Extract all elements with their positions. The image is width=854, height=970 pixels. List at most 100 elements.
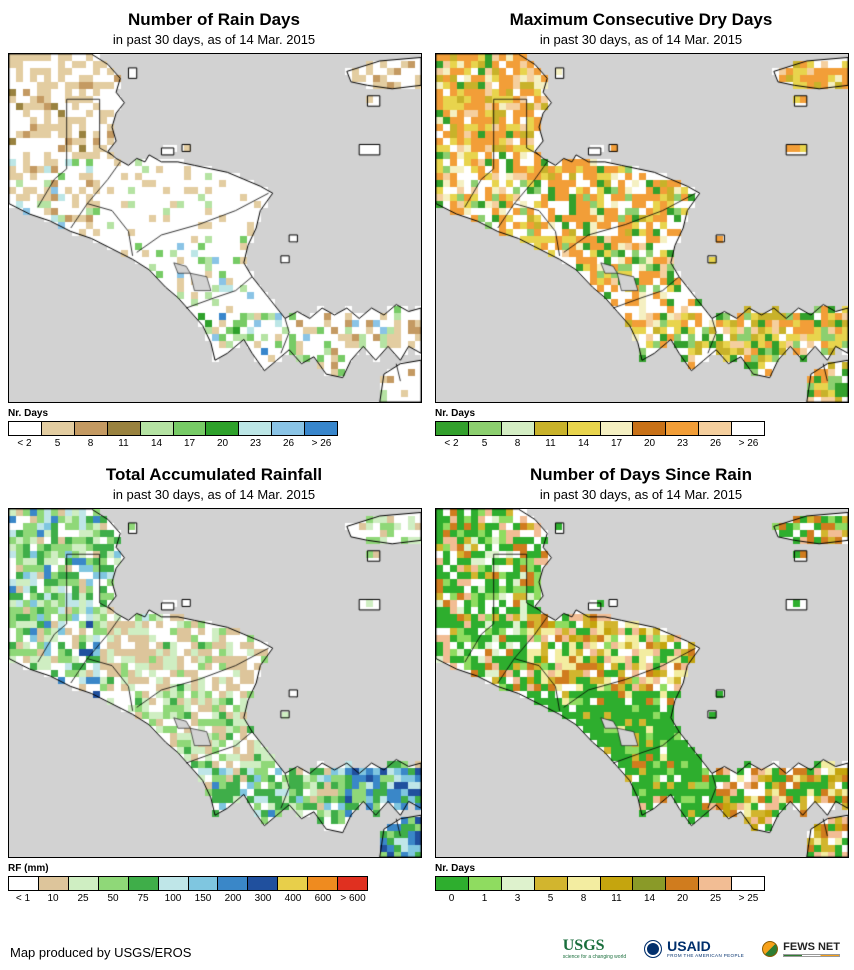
legend-label: 25 xyxy=(77,893,89,904)
legend-swatch-row xyxy=(435,876,765,891)
legend-label-row: 0 1 3 5 8 11 14 20 25 > 25 xyxy=(435,893,765,904)
legend-title: Nr. Days xyxy=(8,408,49,419)
legend-label: 17 xyxy=(610,438,623,449)
legend-label: 3 xyxy=(514,893,521,904)
legend-label: 20 xyxy=(676,893,689,904)
legend-label: 11 xyxy=(611,893,622,904)
legend-title: RF (mm) xyxy=(8,863,49,874)
panel-subtitle: in past 30 days, as of 14 Mar. 2015 xyxy=(539,32,743,47)
legend-swatch xyxy=(38,877,69,890)
legend-swatch xyxy=(239,422,273,435)
legend-label: 10 xyxy=(47,893,59,904)
legend-swatch xyxy=(699,422,733,435)
usaid-text-stack: USAID FROM THE AMERICAN PEOPLE xyxy=(667,939,744,959)
legend-label-row: < 2 5 8 11 14 17 20 23 26 > 26 xyxy=(8,438,338,449)
legend-label: 23 xyxy=(249,438,262,449)
legend-swatch xyxy=(468,877,502,890)
legend-swatch xyxy=(278,877,309,890)
legend-swatch xyxy=(218,877,249,890)
legend-swatch xyxy=(732,877,765,890)
legend-dry-days: Nr. Days < 2 5 8 11 14 17 20 23 26 > 26 xyxy=(435,408,854,449)
legend-label: 1 xyxy=(481,893,488,904)
credit-text: Map produced by USGS/EROS xyxy=(10,945,192,960)
map-rain-days xyxy=(8,53,422,403)
legend-swatch xyxy=(633,877,667,890)
legend-swatch xyxy=(107,422,141,435)
legend-label: < 2 xyxy=(17,438,32,449)
fewsnet-flag-bar xyxy=(783,953,840,957)
panel-grid: Number of Rain Days in past 30 days, as … xyxy=(0,4,854,904)
legend-label: 23 xyxy=(676,438,689,449)
usaid-tagline: FROM THE AMERICAN PEOPLE xyxy=(667,952,745,958)
legend-swatch-row xyxy=(435,421,765,436)
map-rainfall xyxy=(8,508,422,858)
legend-label: 150 xyxy=(194,893,212,904)
legend-label: 25 xyxy=(709,893,722,904)
legend-label: 100 xyxy=(164,893,182,904)
legend-label: > 26 xyxy=(311,438,332,449)
legend-swatch xyxy=(732,422,765,435)
legend-swatch xyxy=(633,422,667,435)
legend-label: 8 xyxy=(87,438,94,449)
legend-label: < 2 xyxy=(444,438,459,449)
legend-label: > 25 xyxy=(738,893,759,904)
legend-label: 26 xyxy=(282,438,295,449)
legend-label: 8 xyxy=(514,438,521,449)
legend-swatch xyxy=(140,422,174,435)
legend-swatch xyxy=(98,877,129,890)
legend-label: 11 xyxy=(545,438,556,449)
legend-title: Nr. Days xyxy=(435,863,476,874)
panel-dry-days: Maximum Consecutive Dry Days in past 30 … xyxy=(427,4,854,449)
legend-label: 300 xyxy=(254,893,272,904)
legend-swatch xyxy=(68,877,99,890)
legend-swatch xyxy=(272,422,306,435)
legend-swatch xyxy=(74,422,108,435)
panel-title: Maximum Consecutive Dry Days xyxy=(509,10,773,29)
legend-swatch xyxy=(188,877,219,890)
map-days-since-rain xyxy=(435,508,849,858)
legend-label: 0 xyxy=(448,893,455,904)
legend-label: 5 xyxy=(547,893,554,904)
legend-swatch xyxy=(9,422,42,435)
logo-row: USGS science for a changing world USAID … xyxy=(563,938,840,960)
legend-label-row: < 1 10 25 50 75 100 150 200 300 400 600 > 600 xyxy=(8,893,368,904)
legend-label-row: < 2 5 8 11 14 17 20 23 26 > 26 xyxy=(435,438,765,449)
legend-label: 26 xyxy=(709,438,722,449)
legend-swatch xyxy=(534,422,568,435)
legend-label: 600 xyxy=(314,893,332,904)
legend-swatch xyxy=(468,422,502,435)
legend-swatch xyxy=(308,877,339,890)
panel-title: Number of Rain Days xyxy=(128,10,300,29)
legend-swatch xyxy=(338,877,368,890)
legend-label: > 26 xyxy=(738,438,759,449)
legend-swatch xyxy=(173,422,207,435)
legend-label: 14 xyxy=(150,438,163,449)
legend-label: 20 xyxy=(216,438,229,449)
legend-swatch-row xyxy=(8,421,338,436)
legend-swatch xyxy=(600,877,634,890)
legend-rainfall: RF (mm) < 1 10 25 50 75 100 150 200 300 400 600 > 6… xyxy=(8,863,427,904)
panel-subtitle: in past 30 days, as of 14 Mar. 2015 xyxy=(112,32,316,47)
legend-swatch-row xyxy=(8,876,368,891)
legend-label: 14 xyxy=(643,893,656,904)
footer: Map produced by USGS/EROS USGS science f… xyxy=(0,938,854,970)
legend-swatch xyxy=(699,877,733,890)
legend-label: 8 xyxy=(580,893,587,904)
legend-days-since-rain: Nr. Days 0 1 3 5 8 11 14 20 25 > 25 xyxy=(435,863,854,904)
usgs-logo: USGS science for a changing world xyxy=(563,938,626,961)
legend-swatch xyxy=(41,422,75,435)
legend-swatch xyxy=(501,422,535,435)
panel-subtitle: in past 30 days, as of 14 Mar. 2015 xyxy=(112,487,316,502)
legend-label: 50 xyxy=(107,893,119,904)
legend-label: 200 xyxy=(224,893,242,904)
panel-rain-days: Number of Rain Days in past 30 days, as … xyxy=(0,4,427,449)
usaid-wordmark: USAID xyxy=(667,937,711,954)
legend-label: 20 xyxy=(643,438,656,449)
usaid-seal-icon xyxy=(644,939,663,958)
legend-label: 17 xyxy=(183,438,196,449)
panel-subtitle: in past 30 days, as of 14 Mar. 2015 xyxy=(539,487,743,502)
fewsnet-wordmark: FEWS NET xyxy=(783,940,840,953)
legend-swatch xyxy=(436,422,469,435)
legend-title: Nr. Days xyxy=(435,408,476,419)
